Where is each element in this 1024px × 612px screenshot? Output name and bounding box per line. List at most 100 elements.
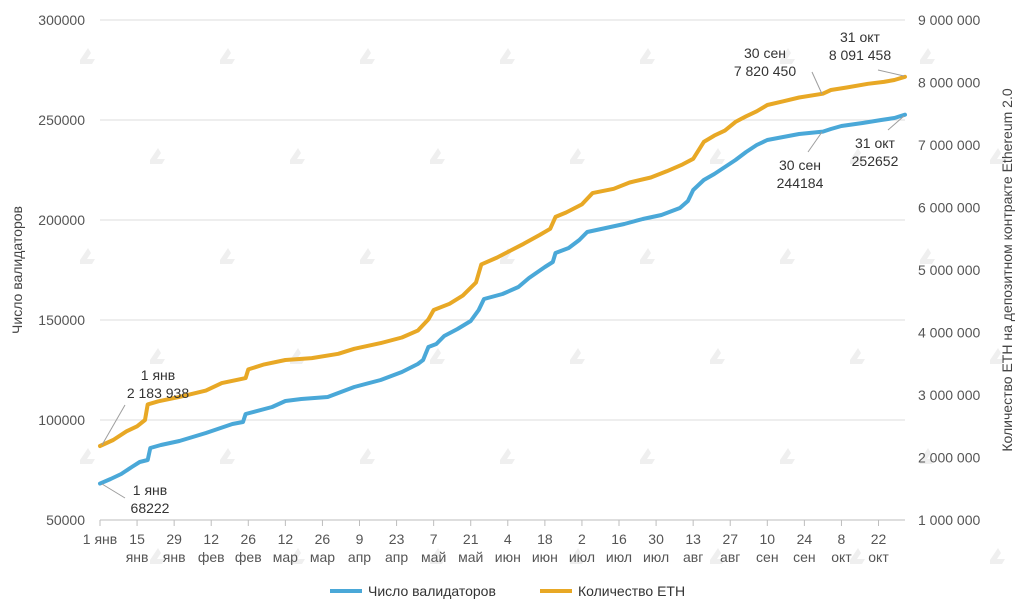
ann-eth-sep-value: 7 820 450 <box>734 63 796 79</box>
watermark-logo-icon <box>990 348 1005 364</box>
watermark-logo-icon <box>710 348 725 364</box>
watermark-logo-icon <box>290 148 305 164</box>
watermark-logo-icon <box>500 448 515 464</box>
watermark-logo-icon <box>360 248 375 264</box>
y-tick-label: 250000 <box>38 112 85 128</box>
x-tick-label: 10 <box>760 531 776 547</box>
watermark-logo-icon <box>430 348 445 364</box>
x-tick-label: сен <box>756 549 779 565</box>
y2-tick-label: 9 000 000 <box>918 12 980 28</box>
ann-val-sep-value: 244184 <box>777 175 824 191</box>
x-tick-label: 8 <box>838 531 846 547</box>
watermark-logo-icon <box>920 48 935 64</box>
watermark-logo-icon <box>500 248 515 264</box>
x-tick-label: 15 <box>129 531 145 547</box>
y2-tick-label: 6 000 000 <box>918 200 980 216</box>
x-tick-label: 4 <box>504 531 512 547</box>
y-axis-title: Число валидаторов <box>9 206 25 334</box>
ann-val-start-leader <box>101 483 126 499</box>
ann-val-start-date: 1 янв <box>133 482 167 498</box>
ann-eth-sep-leader <box>811 71 823 95</box>
ann-eth-start-date: 1 янв <box>141 367 175 383</box>
x-tick-label: 12 <box>203 531 219 547</box>
x-tick-label: 22 <box>871 531 887 547</box>
ann-eth-sep-date: 30 сен <box>744 45 786 61</box>
x-tick-label: 21 <box>463 531 479 547</box>
ann-val-oct-date: 31 окт <box>855 135 896 151</box>
watermark-logo-icon <box>150 348 165 364</box>
x-tick-label: май <box>458 549 483 565</box>
x-tick-label: 23 <box>389 531 405 547</box>
x-axis: 1 янв 15 янв 29 янв 12 фев 26 фев 12 мар 26 мар 9 апр 2… <box>83 519 905 565</box>
watermark-logo-icon <box>640 248 655 264</box>
watermark-logo-icon <box>220 48 235 64</box>
x-tick-label: 29 <box>166 531 182 547</box>
watermark-logo-icon <box>570 348 585 364</box>
watermark-logo-icon <box>290 548 305 564</box>
x-tick-label: 12 <box>278 531 294 547</box>
x-tick-label: янв <box>163 549 186 565</box>
y2-axis-title: Количество ETH на депозитном контракте E… <box>999 88 1015 451</box>
ann-eth-oct-value: 8 091 458 <box>829 47 891 63</box>
y2-tick-label: 7 000 000 <box>918 137 980 153</box>
watermark-logo-icon <box>780 248 795 264</box>
ann-val-oct-leader <box>887 115 905 131</box>
x-tick-label: 30 <box>648 531 664 547</box>
x-tick-label: 2 <box>578 531 586 547</box>
x-tick-label: мар <box>273 549 298 565</box>
watermark-logo-icon <box>80 248 95 264</box>
ann-eth-start-leader <box>101 404 126 446</box>
watermark-logo-icon <box>290 348 305 364</box>
x-tick-label: 26 <box>241 531 257 547</box>
y2-tick-label: 8 000 000 <box>918 75 980 91</box>
ann-eth-start-value: 2 183 938 <box>127 385 189 401</box>
x-tick-label: июл <box>569 549 595 565</box>
x-tick-label: фев <box>235 549 262 565</box>
x-tick-label: май <box>421 549 446 565</box>
watermark-logo-icon <box>990 148 1005 164</box>
x-tick-label: июн <box>495 549 521 565</box>
watermark-logo-icon <box>220 248 235 264</box>
x-tick-label: апр <box>385 549 408 565</box>
legend-label-validators: Число валидаторов <box>368 583 496 599</box>
watermark-logo-icon <box>920 248 935 264</box>
x-tick-label: окт <box>831 549 852 565</box>
x-tick-label: июл <box>643 549 669 565</box>
ann-eth-oct-date: 31 окт <box>840 29 881 45</box>
watermark-logo-icon <box>430 548 445 564</box>
watermark-logo-icon <box>360 448 375 464</box>
x-tick-label: янв <box>126 549 149 565</box>
y2-tick-label: 5 000 000 <box>918 262 980 278</box>
watermark-logo-icon <box>80 448 95 464</box>
watermark-logo-icon <box>150 148 165 164</box>
y-axis-left: 50000 100000 150000 200000 250000 300000 <box>38 12 85 528</box>
y-tick-label: 300000 <box>38 12 85 28</box>
legend: Число валидаторов Количество ETH <box>330 583 685 599</box>
watermark-logo-icon <box>850 148 865 164</box>
x-tick-label: 27 <box>722 531 738 547</box>
gridlines <box>100 19 905 521</box>
watermark-layer <box>80 48 1005 564</box>
x-tick-label: 1 янв <box>83 531 117 547</box>
watermark-logo-icon <box>850 348 865 364</box>
watermark-logo-icon <box>80 48 95 64</box>
x-tick-label: 18 <box>537 531 553 547</box>
series-line-eth <box>98 74 907 448</box>
watermark-logo-icon <box>780 48 795 64</box>
y-axis-right: 1 000 000 2 000 000 3 000 000 4 000 000 5 00… <box>918 12 980 528</box>
watermark-logo-icon <box>570 548 585 564</box>
x-tick-label: фев <box>198 549 225 565</box>
y-tick-label: 50000 <box>46 512 85 528</box>
y-tick-label: 200000 <box>38 212 85 228</box>
watermark-logo-icon <box>640 48 655 64</box>
y2-tick-label: 4 000 000 <box>918 325 980 341</box>
watermark-logo-icon <box>500 48 515 64</box>
annotations: 1 янв 2 183 938 1 янв 68222 30 сен 7 820 450 3… <box>101 29 905 516</box>
x-tick-label: апр <box>348 549 371 565</box>
x-tick-label: 7 <box>430 531 438 547</box>
ann-val-sep-date: 30 сен <box>779 157 821 173</box>
watermark-logo-icon <box>990 548 1005 564</box>
y2-tick-label: 3 000 000 <box>918 387 980 403</box>
x-tick-label: 16 <box>611 531 627 547</box>
